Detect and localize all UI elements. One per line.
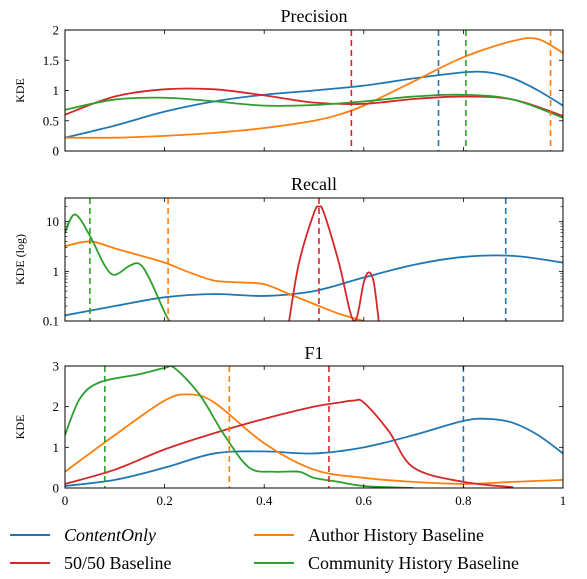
ylabel-precision: KDE — [13, 78, 27, 103]
ytick-label-precision-1p5: 1.5 — [43, 53, 59, 68]
series-line-f1-author-history — [65, 393, 563, 485]
legend-label-community-history: Community History Baseline — [308, 552, 519, 573]
ytick-label-f1-1: 1 — [53, 440, 60, 455]
ytick-label-precision-2: 2 — [53, 23, 60, 38]
panel-f1: 0 1 2 3 0 0.2 0.4 0.6 0.8 1 F1 KDE — [13, 343, 566, 508]
legend-item-community-history: Community History Baseline — [254, 550, 519, 576]
series-line-precision-author-history — [65, 37, 563, 139]
series-line-f1-content-only — [65, 417, 563, 487]
xtick-label-f1-0: 0 — [62, 493, 69, 508]
legend-item-fifty-fifty: 50/50 Baseline — [10, 550, 171, 576]
series-line-precision-fifty-fifty — [65, 87, 563, 117]
series-line-precision-community-history — [65, 93, 563, 119]
plot-area-recall — [65, 205, 563, 321]
panel-recall: 0.1 1 10 Recall KDE (log) — [13, 174, 564, 329]
ytick-label-precision-0: 0 — [53, 144, 60, 159]
series-line-recall-content-only — [65, 254, 563, 317]
xtick-label-f1-0p6: 0.6 — [356, 493, 373, 508]
panel-title-recall: Recall — [291, 174, 337, 194]
panel-title-f1: F1 — [304, 343, 323, 363]
legend-swatch-community-history — [254, 562, 294, 564]
xtick-label-f1-0p4: 0.4 — [256, 493, 273, 508]
panel-precision: 0 0.5 1 1.5 2 Precision KDE — [13, 6, 564, 159]
legend-label-author-history: Author History Baseline — [308, 524, 484, 545]
legend-label-content-only: ContentOnly — [64, 524, 156, 545]
panel-title-precision: Precision — [281, 6, 348, 26]
ylabel-f1: KDE — [13, 415, 27, 440]
ytick-label-f1-2: 2 — [53, 399, 60, 414]
ytick-label-precision-1: 1 — [53, 83, 60, 98]
series-line-f1-community-history — [65, 366, 414, 488]
legend-label-fifty-fifty: 50/50 Baseline — [64, 552, 172, 573]
ytick-label-recall-1: 1 — [53, 264, 60, 279]
series-line-recall-author-history — [65, 240, 365, 321]
legend-item-content-only: ContentOnly — [10, 522, 156, 548]
ytick-label-recall-10: 10 — [46, 214, 59, 229]
series-line-f1-fifty-fifty — [65, 398, 514, 488]
ylabel-recall: KDE (log) — [13, 234, 27, 285]
plot-area-f1 — [65, 366, 563, 488]
series-line-recall-fifty-fifty — [288, 205, 380, 321]
ytick-label-recall-0p1: 0.1 — [43, 314, 59, 329]
series-line-recall-community-history — [65, 213, 171, 321]
axes-frame-f1 — [64, 365, 564, 489]
legend-swatch-author-history — [254, 534, 294, 536]
ytick-label-f1-3: 3 — [53, 359, 60, 374]
legend-swatch-content-only — [10, 534, 50, 536]
legend: ContentOnly Author History Baseline 50/5… — [10, 522, 580, 578]
xtick-label-f1-1: 1 — [560, 493, 567, 508]
legend-item-author-history: Author History Baseline — [254, 522, 484, 548]
plot-area-precision — [65, 37, 563, 139]
axes-frame-recall — [64, 197, 564, 322]
series-line-precision-content-only — [65, 70, 563, 139]
legend-swatch-fifty-fifty — [10, 562, 50, 564]
xtick-label-f1-0p8: 0.8 — [455, 493, 471, 508]
ytick-label-f1-0: 0 — [53, 481, 60, 496]
ytick-label-precision-0p5: 0.5 — [43, 113, 59, 128]
xtick-label-f1-0p2: 0.2 — [156, 493, 172, 508]
